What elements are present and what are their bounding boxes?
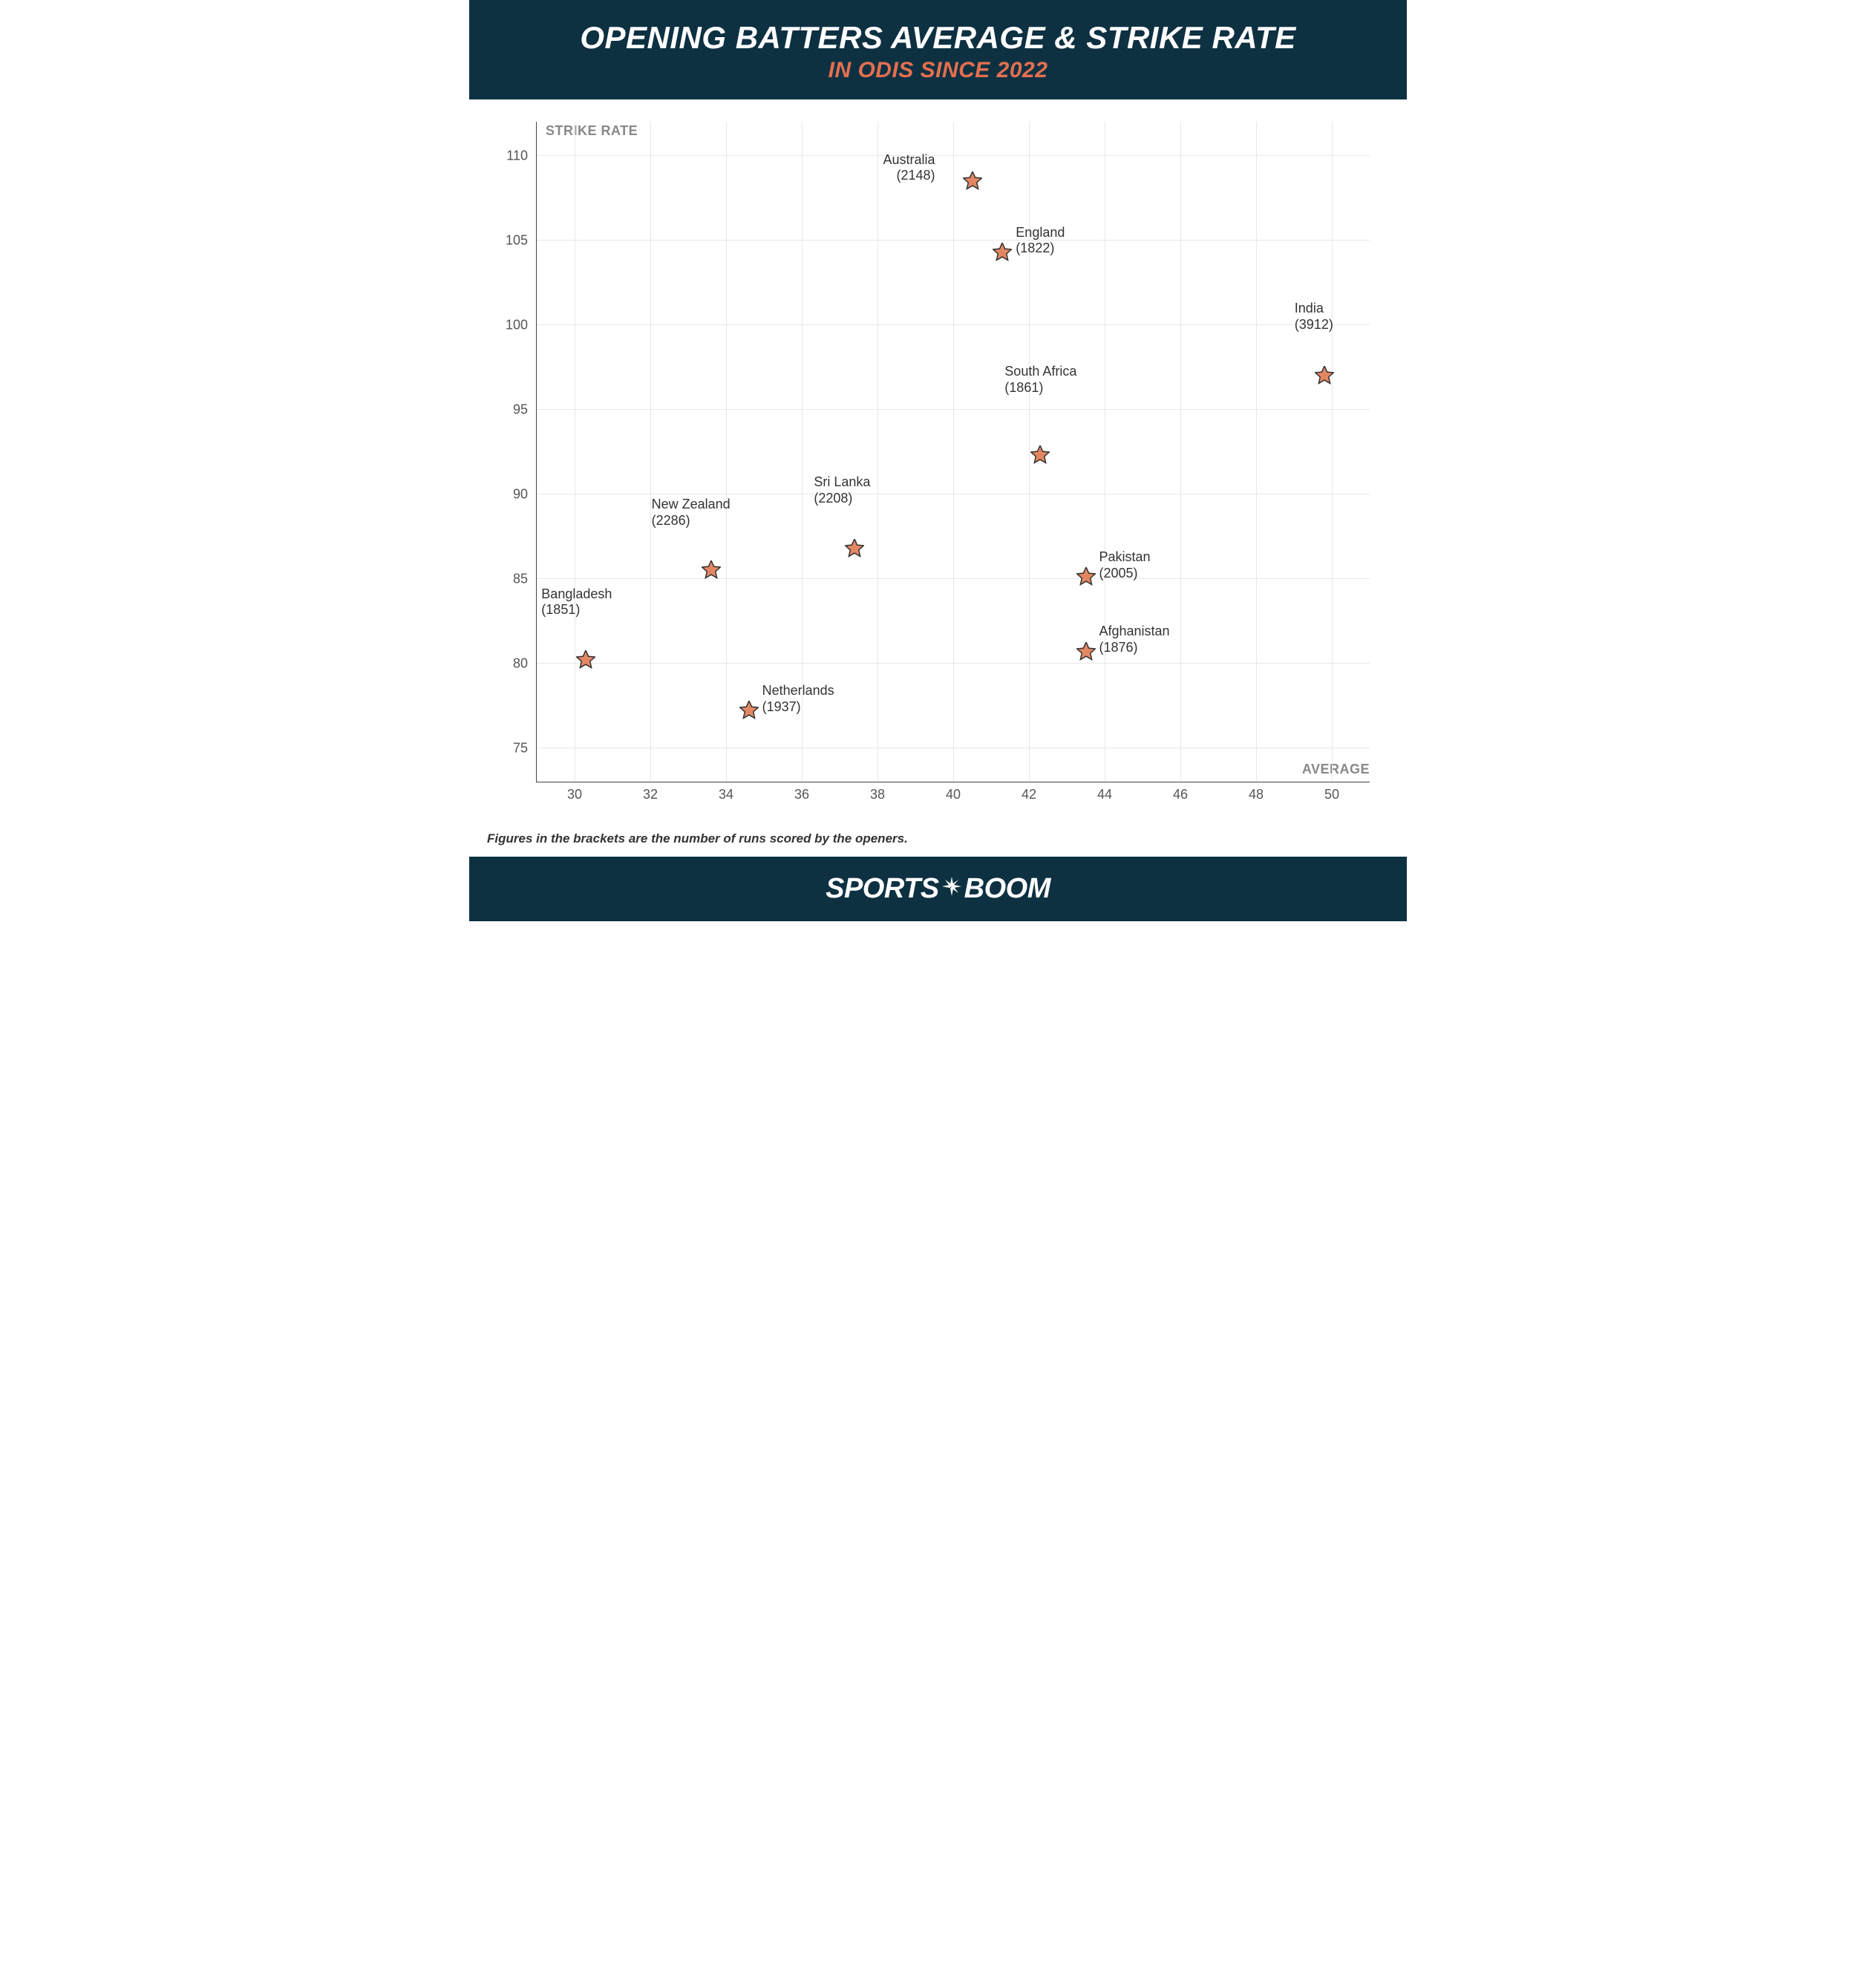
x-tick-label: 38 [870, 787, 885, 802]
gridline-vertical [650, 122, 651, 782]
data-point [993, 243, 1012, 262]
point-country: New Zealand [652, 497, 731, 511]
point-label: Sri Lanka (2208) [814, 474, 870, 506]
x-tick-label: 36 [794, 787, 809, 802]
point-label: Pakistan (2005) [1099, 549, 1150, 581]
gridline-horizontal [537, 663, 1370, 664]
x-tick-label: 32 [643, 787, 658, 802]
point-country: Pakistan [1099, 549, 1150, 564]
star-icon [739, 701, 759, 720]
y-tick-label: 100 [506, 317, 528, 333]
point-runs: (1822) [1016, 241, 1065, 257]
gridline-vertical [877, 122, 878, 782]
gridline-vertical [953, 122, 954, 782]
y-tick-label: 90 [513, 486, 528, 502]
gridline-vertical [1180, 122, 1181, 782]
gridline-horizontal [537, 240, 1370, 241]
y-tick-label: 75 [513, 740, 528, 756]
point-label: Afghanistan (1876) [1099, 624, 1169, 655]
data-point [576, 650, 595, 670]
star-icon [845, 539, 864, 558]
x-tick-label: 30 [567, 787, 582, 802]
y-tick-label: 80 [513, 655, 528, 671]
chart-area: STRIKE RATE AVERAGE 30 32 34 36 38 40 42 44 46 48… [469, 99, 1407, 857]
gridline-vertical [726, 122, 727, 782]
chart-container: OPENING BATTERS AVERAGE & STRIKE RATE IN… [469, 0, 1407, 921]
burst-icon [941, 873, 963, 905]
star-icon [963, 171, 982, 191]
star-icon [1315, 366, 1334, 385]
x-tick-label: 34 [719, 787, 733, 802]
data-point [1076, 567, 1096, 586]
chart-title: OPENING BATTERS AVERAGE & STRIKE RATE [484, 21, 1392, 55]
point-country: Afghanistan [1099, 624, 1169, 638]
scatter-chart: STRIKE RATE AVERAGE 30 32 34 36 38 40 42 44 46 48… [484, 114, 1392, 827]
star-icon [576, 650, 595, 670]
point-label: South Africa(1861) [1004, 364, 1076, 396]
y-tick-label: 95 [513, 402, 528, 417]
point-label: Bangladesh(1851) [541, 586, 612, 618]
point-country: India [1295, 301, 1324, 315]
point-runs: (2148) [883, 168, 935, 184]
x-tick-label: 48 [1249, 787, 1264, 802]
point-country: Bangladesh [541, 586, 612, 601]
gridline-vertical [1256, 122, 1257, 782]
x-axis-label: AVERAGE [1302, 762, 1370, 777]
gridline-horizontal [537, 409, 1370, 410]
point-runs: (2005) [1099, 566, 1150, 582]
gridline-vertical [1029, 122, 1030, 782]
gridline-horizontal [537, 155, 1370, 156]
chart-subtitle: IN ODIS SINCE 2022 [484, 58, 1392, 83]
y-tick-label: 85 [513, 571, 528, 586]
x-tick-label: 42 [1022, 787, 1036, 802]
point-country: South Africa [1004, 364, 1076, 379]
data-point [739, 701, 759, 720]
point-runs: (1876) [1099, 640, 1169, 656]
footer: SPORTS BOOM [469, 857, 1407, 921]
point-label: Australia(2148) [883, 152, 935, 184]
point-country: England [1016, 225, 1065, 240]
point-country: Netherlands [762, 683, 834, 698]
x-tick-label: 40 [946, 787, 961, 802]
y-tick-label: 105 [506, 232, 528, 248]
y-axis-label: STRIKE RATE [546, 123, 638, 139]
point-runs: (1937) [762, 699, 834, 716]
brand-text-boom: BOOM [964, 873, 1050, 905]
point-runs: (2286) [652, 513, 731, 529]
plot-area: STRIKE RATE AVERAGE 30323436384042444648… [536, 122, 1370, 782]
point-label: India (3912) [1295, 301, 1333, 333]
brand-text-sports: SPORTS [826, 873, 939, 905]
point-country: Sri Lanka [814, 474, 870, 489]
chart-footnote: Figures in the brackets are the number o… [484, 827, 1392, 849]
x-tick-label: 46 [1173, 787, 1188, 802]
data-point [1030, 445, 1050, 465]
point-label: Netherlands(1937) [762, 683, 834, 715]
data-point [1076, 642, 1096, 661]
brand-logo: SPORTS BOOM [826, 873, 1050, 905]
data-point [845, 539, 864, 558]
star-icon [1076, 567, 1096, 586]
x-tick-label: 44 [1097, 787, 1112, 802]
data-point [702, 560, 721, 580]
point-runs: (1861) [1004, 380, 1076, 396]
star-icon [1030, 445, 1050, 465]
point-runs: (2208) [814, 491, 870, 507]
point-runs: (1851) [541, 602, 612, 618]
star-icon [1076, 642, 1096, 661]
star-icon [993, 243, 1012, 262]
point-label: England(1822) [1016, 225, 1065, 257]
y-tick-label: 110 [506, 148, 528, 163]
point-label: New Zealand (2286) [652, 497, 731, 529]
x-tick-label: 50 [1324, 787, 1339, 802]
header: OPENING BATTERS AVERAGE & STRIKE RATE IN… [469, 0, 1407, 99]
point-runs: (3912) [1295, 317, 1333, 333]
gridline-horizontal [537, 578, 1370, 579]
gridline-vertical [1332, 122, 1333, 782]
point-country: Australia [883, 152, 935, 167]
data-point [1315, 366, 1334, 385]
gridline-horizontal [537, 324, 1370, 325]
star-icon [702, 560, 721, 580]
data-point [963, 171, 982, 191]
